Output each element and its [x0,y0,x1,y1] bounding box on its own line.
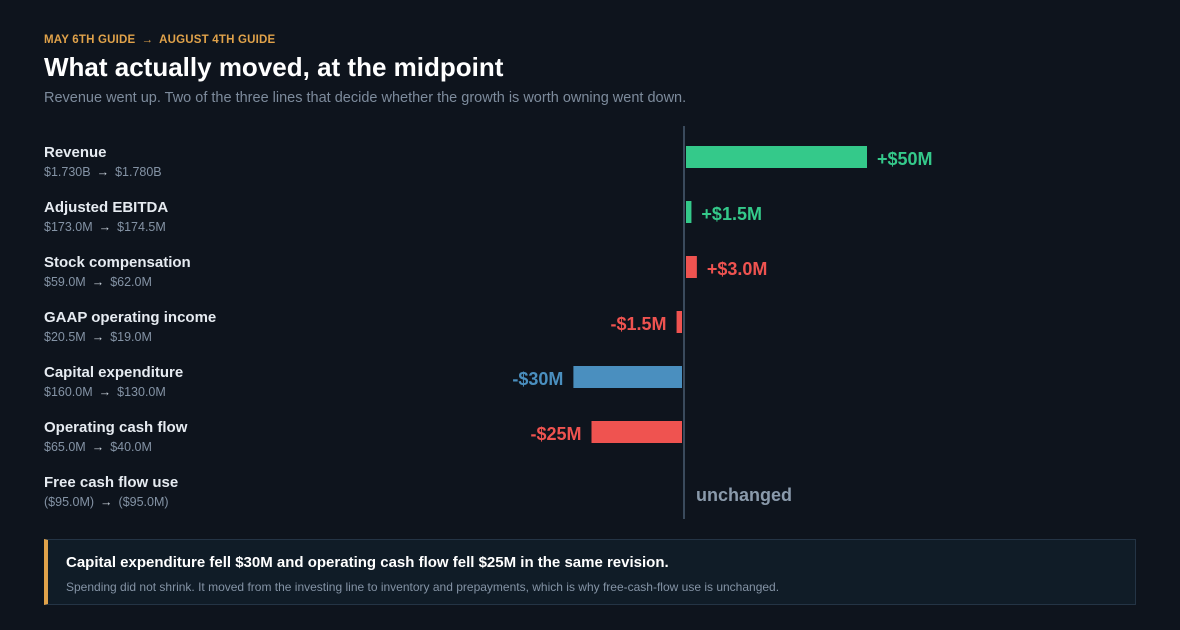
delta-bar [686,146,867,168]
row-name: Operating cash flow [44,419,188,436]
range-to: $130.0M [117,385,166,399]
range-from: ($95.0M) [44,495,95,509]
delta-bar-chart: +$50M +$1.5M +$3.0M -$1.5M -$30M -$25M unchang… [512,126,933,519]
eyebrow-arrow-icon: → [141,34,154,46]
row-range: $20.5M → $19.0M [44,330,464,344]
arrow-icon: → [98,385,112,399]
range-from: $1.730B [44,165,91,179]
row-range: $160.0M → $130.0M [44,385,464,399]
row-label: Adjusted EBITDA $173.0M → $174.5M [44,199,464,234]
range-from: $59.0M [44,275,86,289]
row-range: $65.0M → $40.0M [44,440,464,454]
row-range: $173.0M → $174.5M [44,220,464,234]
eyebrow-to: AUGUST 4TH GUIDE [159,34,276,46]
eyebrow-from: MAY 6TH GUIDE [44,34,136,46]
callout-body: Spending did not shrink. It moved from t… [66,580,780,594]
range-to: ($95.0M) [118,495,169,509]
range-to: $19.0M [110,330,152,344]
row-range: $59.0M → $62.0M [44,275,464,289]
row-label: GAAP operating income $20.5M → $19.0M [44,309,464,344]
delta-label: +$1.5M [701,204,762,224]
delta-bar [676,311,682,333]
range-to: $62.0M [110,275,152,289]
arrow-icon: → [98,220,112,234]
arrow-icon: → [91,440,105,454]
delta-bar [591,421,682,443]
delta-label: +$3.0M [707,259,768,279]
arrow-icon: → [91,275,105,289]
delta-bar [686,201,692,223]
eyebrow: MAY 6TH GUIDE → AUGUST 4TH GUIDE [44,34,275,46]
delta-bar [686,256,697,278]
row-label: Free cash flow use ($95.0M) → ($95.0M) [44,474,464,509]
row-name: Stock compensation [44,254,191,271]
page-subtitle: Revenue went up. Two of the three lines … [44,90,687,106]
range-to: $40.0M [110,440,152,454]
range-from: $65.0M [44,440,86,454]
delta-label: -$30M [512,369,563,389]
range-from: $160.0M [44,385,93,399]
range-from: $173.0M [44,220,93,234]
row-label: Capital expenditure $160.0M → $130.0M [44,364,464,399]
range-to: $174.5M [117,220,166,234]
delta-bar [573,366,682,388]
row-range: $1.730B → $1.780B [44,165,464,179]
arrow-icon: → [100,495,113,509]
delta-label: +$50M [877,149,933,169]
row-name: Free cash flow use [44,474,179,491]
arrow-icon: → [96,165,110,179]
delta-label: unchanged [696,485,792,505]
callout-box: Capital expenditure fell $30M and operat… [44,539,1136,605]
row-label: Operating cash flow $65.0M → $40.0M [44,419,464,454]
range-to: $1.780B [115,165,162,179]
page-title: What actually moved, at the midpoint [44,52,504,82]
row-name: Adjusted EBITDA [44,199,169,216]
row-name: GAAP operating income [44,309,217,326]
row-label: Stock compensation $59.0M → $62.0M [44,254,464,289]
range-from: $20.5M [44,330,86,344]
delta-label: -$25M [530,424,581,444]
row-range: ($95.0M) → ($95.0M) [44,495,464,509]
row-name: Capital expenditure [44,364,184,381]
delta-label: -$1.5M [611,314,667,334]
callout-title: Capital expenditure fell $30M and operat… [66,554,669,571]
row-name: Revenue [44,144,107,161]
row-label: Revenue $1.730B → $1.780B [44,144,464,179]
arrow-icon: → [91,330,105,344]
